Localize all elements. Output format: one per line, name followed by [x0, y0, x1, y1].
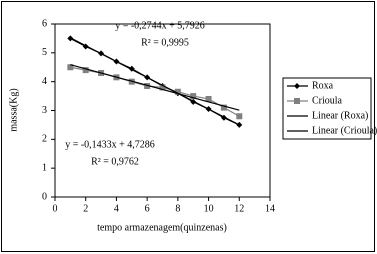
- x-tick-label: 14: [265, 203, 275, 214]
- x-tick-label: 2: [83, 203, 88, 214]
- annotation: R² = 0,9995: [141, 37, 189, 48]
- legend-marker: [294, 83, 300, 89]
- point: [144, 82, 151, 89]
- legend-label: Linear (Crioula): [312, 125, 377, 136]
- y-tick-label: 0: [42, 191, 47, 202]
- annotation: y = -0,2744x + 5,7926: [115, 20, 205, 31]
- point: [205, 95, 212, 102]
- annotation: y = -0,1433x + 4,7286: [65, 139, 155, 150]
- y-tick-label: 3: [42, 105, 47, 116]
- y-tick-label: 5: [42, 47, 47, 58]
- series-line: [70, 37, 240, 126]
- point: [190, 93, 197, 100]
- x-tick-label: 4: [114, 203, 119, 214]
- x-axis-label: tempo armazenagem(quinzenas): [97, 222, 227, 233]
- x-tick-label: 10: [204, 203, 214, 214]
- point: [236, 113, 243, 120]
- y-axis-label: massa(Kg): [8, 88, 19, 131]
- point: [67, 64, 74, 71]
- legend-label: Linear (Roxa): [312, 110, 368, 121]
- point: [82, 67, 89, 74]
- annotation: R² = 0,9762: [91, 156, 139, 167]
- x-tick-label: 6: [145, 203, 150, 214]
- point: [174, 88, 181, 95]
- series-line: [70, 64, 240, 111]
- x-tick-label: 12: [234, 203, 244, 214]
- y-tick-label: 2: [42, 134, 47, 145]
- x-tick-label: 0: [53, 203, 58, 214]
- legend-label: Crioula: [312, 95, 343, 106]
- legend-label: Roxa: [312, 80, 334, 91]
- legend-marker: [294, 98, 300, 104]
- y-tick-label: 4: [42, 76, 47, 87]
- y-tick-label: 6: [42, 18, 47, 29]
- point: [220, 104, 227, 111]
- y-tick-label: 1: [42, 162, 47, 173]
- point: [159, 84, 166, 91]
- x-tick-label: 8: [175, 203, 180, 214]
